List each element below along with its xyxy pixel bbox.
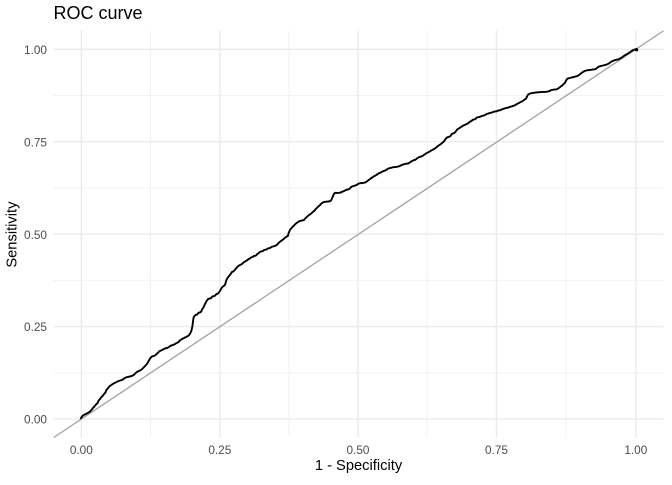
svg-text:0.00: 0.00 — [24, 413, 47, 427]
svg-text:0.75: 0.75 — [24, 135, 47, 149]
svg-text:ROC curve: ROC curve — [54, 3, 143, 23]
svg-text:0.75: 0.75 — [485, 443, 508, 457]
svg-text:0.50: 0.50 — [347, 443, 370, 457]
svg-text:Sensitivity: Sensitivity — [5, 201, 21, 268]
svg-text:0.00: 0.00 — [70, 443, 93, 457]
svg-text:0.25: 0.25 — [208, 443, 231, 457]
svg-text:1.00: 1.00 — [24, 43, 47, 57]
svg-text:1.00: 1.00 — [624, 443, 647, 457]
svg-text:0.25: 0.25 — [24, 320, 47, 334]
svg-text:1 - Specificity: 1 - Specificity — [315, 458, 403, 474]
svg-text:0.50: 0.50 — [24, 228, 47, 242]
